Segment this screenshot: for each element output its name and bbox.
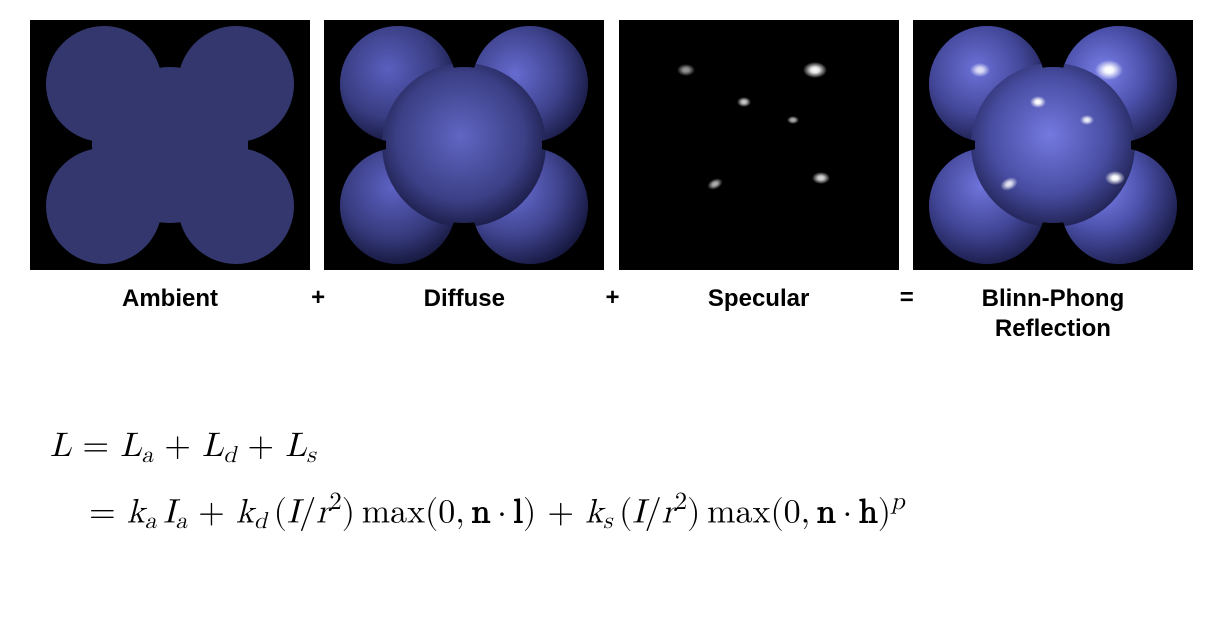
formula-line-1: L = La + Ld + Ls [50,414,1183,479]
label-result-line2: Reflection [995,315,1111,342]
panel-diffuse [324,20,604,270]
formula-line-2: = ka Ia + kd (I/r2) max(0, n · l) + ks (… [50,479,1183,545]
operator-equals: = [900,284,912,312]
formula-block: L = La + Ld + Ls = ka Ia + kd (I/r2) max… [50,414,1183,545]
render-blinn-phong [913,20,1193,270]
label-result: Blinn-Phong Reflection [913,284,1193,344]
render-ambient [30,20,310,270]
operator-plus-1: + [311,284,323,312]
label-ambient: Ambient [30,284,310,314]
label-result-line1: Blinn-Phong [982,285,1125,312]
render-specular [619,20,899,270]
label-specular: Specular [619,284,899,314]
labels-row: Ambient + Diffuse + Specular = Blinn-Pho… [30,284,1193,344]
panel-result [913,20,1193,270]
panel-ambient [30,20,310,270]
render-diffuse [324,20,604,270]
label-diffuse: Diffuse [324,284,604,314]
operator-plus-2: + [605,284,617,312]
panel-specular [619,20,899,270]
shading-panels-row [30,20,1193,270]
